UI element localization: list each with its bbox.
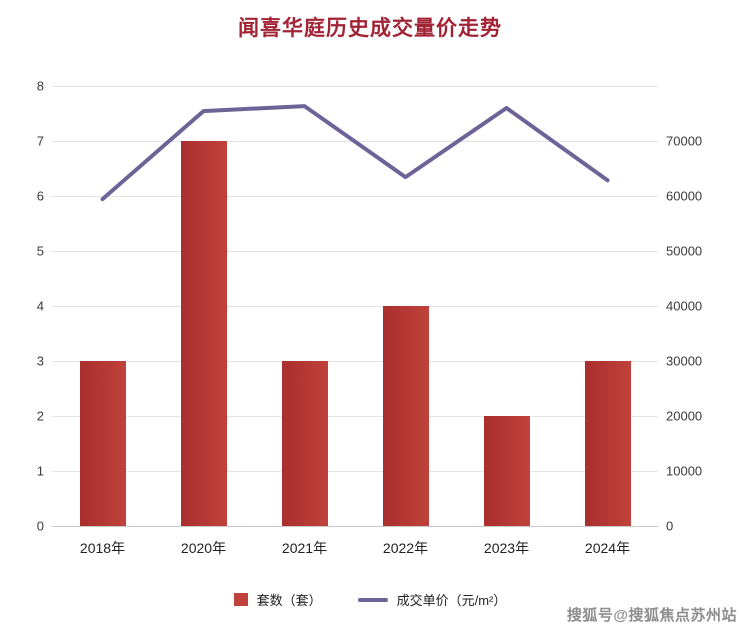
bar-2021年 [281,361,328,526]
right-axis-tick: 60000 [666,188,703,204]
legend-item: 成交单价（元/m²） [357,590,507,609]
legend-item: 套数（套） [233,590,322,609]
gridline [52,416,658,417]
right-axis-tick: 70000 [666,133,703,149]
line-swatch [357,597,388,602]
bar-2018年 [79,361,126,526]
legend-label: 套数（套） [256,593,322,608]
gridline [52,306,658,307]
gridline [52,526,658,527]
left-axis-tick: 4 [36,298,44,314]
right-axis-tick: 30000 [666,353,703,369]
right-axis-tick: 20000 [666,408,703,424]
right-axis-tick: 10000 [666,463,703,479]
x-axis-label: 2021年 [281,540,328,556]
bar-2023年 [483,416,530,526]
left-axis-tick: 1 [36,463,44,479]
x-axis-label: 2018年 [79,540,126,556]
x-axis-label: 2022年 [382,540,429,556]
left-axis-tick: 5 [36,243,44,259]
bar-swatch [233,593,248,606]
left-axis-tick: 0 [36,518,44,534]
watermark: 搜狐号@搜狐焦点苏州站 [566,607,737,624]
x-axis-label: 2020年 [180,540,227,556]
left-axis-tick: 3 [36,353,44,369]
x-axis-label: 2023年 [483,540,530,556]
right-axis-tick: 40000 [666,298,703,314]
chart-title: 闻喜华庭历史成交量价走势 [238,17,502,40]
legend: 套数（套） 成交单价（元/m²） [0,590,740,609]
bar-2024年 [584,361,631,526]
gridline [52,361,658,362]
gridline [52,251,658,252]
bar-2022年 [382,306,429,526]
right-axis-tick: 50000 [666,243,703,259]
left-axis-tick: 7 [36,133,44,149]
gridline [52,86,658,87]
price-line [100,104,610,202]
left-axis-tick: 8 [36,78,44,94]
legend-label: 成交单价（元/m²） [396,593,507,608]
right-axis-tick: 0 [666,518,674,534]
gridline [52,471,658,472]
left-axis-tick: 6 [36,188,44,204]
gridline [52,196,658,197]
x-axis-label: 2024年 [584,540,631,556]
plot-area: 0 0 1 10000 2 20000 3 30000 4 40000 5 50000 6 60000 7 7… [37,79,702,557]
bar-2020年 [180,141,227,526]
left-axis-tick: 2 [36,408,44,424]
